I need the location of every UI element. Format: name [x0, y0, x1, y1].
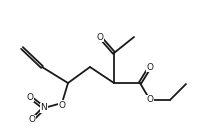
Text: O: O: [96, 33, 103, 42]
Text: O: O: [27, 92, 34, 102]
Text: O: O: [28, 116, 35, 124]
Text: N: N: [41, 104, 47, 112]
Text: O: O: [146, 95, 153, 104]
Text: O: O: [59, 100, 66, 109]
Text: O: O: [146, 63, 153, 71]
